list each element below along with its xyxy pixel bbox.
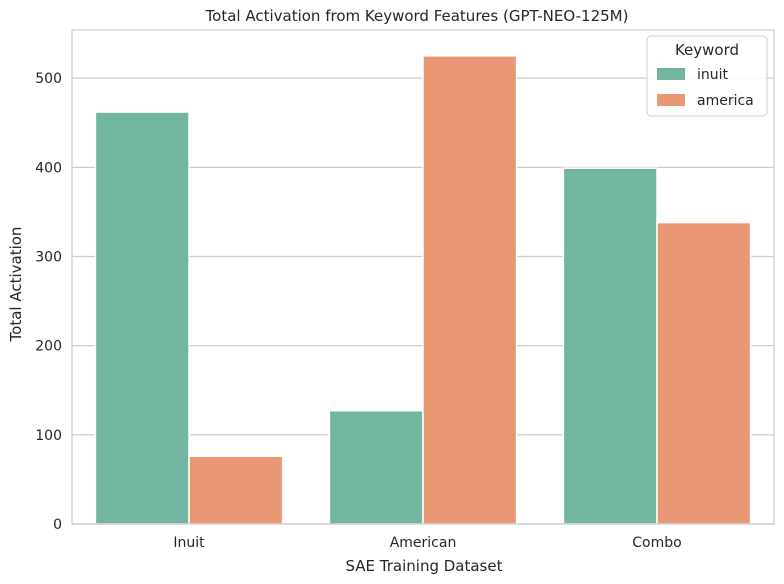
legend-items: inuit america — [657, 67, 754, 109]
bar-inuit-american — [328, 410, 424, 525]
y-tick-label: 200 — [35, 339, 62, 355]
x-tick-label: Inuit — [173, 535, 205, 551]
legend-label-america: america — [697, 93, 754, 109]
bar-america-combo — [656, 221, 752, 525]
bar-america-american — [422, 55, 518, 525]
y-axis-title: Total Activation — [7, 227, 25, 343]
legend-title: Keyword — [675, 41, 739, 59]
y-axis-ticks: 0 100 200 300 400 500 — [35, 71, 62, 533]
bar-inuit-inuit — [94, 111, 190, 525]
legend-swatch-america — [657, 94, 685, 106]
legend-swatch-inuit — [657, 68, 685, 80]
y-tick-label: 300 — [35, 249, 62, 265]
y-tick-label: 400 — [35, 160, 62, 176]
x-tick-label: Combo — [632, 535, 681, 551]
x-axis-title: SAE Training Dataset — [345, 557, 502, 575]
plot-frame — [71, 29, 775, 525]
bar-america-inuit — [188, 455, 284, 525]
x-axis-ticks: Inuit American Combo — [173, 535, 681, 551]
chart-title: Total Activation from Keyword Features (… — [205, 7, 629, 25]
legend: Keyword inuit america — [646, 35, 768, 117]
y-tick-label: 0 — [53, 517, 62, 533]
y-tick-label: 100 — [35, 428, 62, 444]
x-tick-label: American — [390, 535, 457, 551]
bar-inuit-combo — [562, 167, 658, 525]
bars — [94, 55, 752, 525]
legend-label-inuit: inuit — [697, 67, 729, 83]
y-tick-label: 500 — [35, 71, 62, 87]
